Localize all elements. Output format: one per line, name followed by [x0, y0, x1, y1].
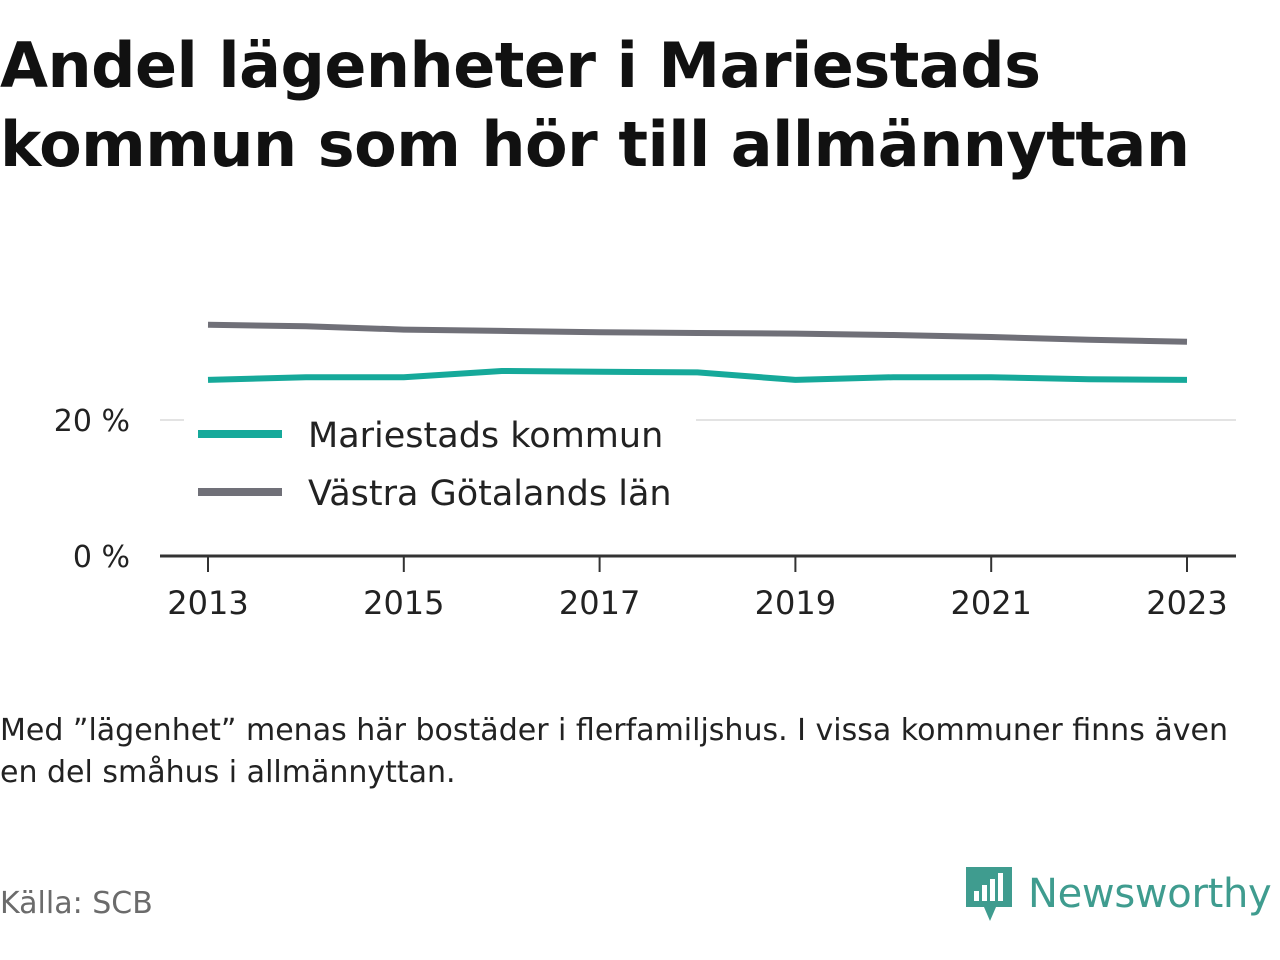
- legend: Mariestads kommun Västra Götalands län: [184, 406, 696, 524]
- y-tick-label: 0 %: [73, 540, 130, 575]
- newsworthy-logo-icon: [966, 867, 1012, 921]
- x-tick-label: 2023: [1146, 584, 1227, 622]
- x-tick-label: 2019: [755, 584, 836, 622]
- legend-background: [184, 406, 696, 524]
- series-line-2: [207, 321, 1188, 345]
- x-tick-label: 2015: [363, 584, 444, 622]
- x-axis: 2013 2015 2017 2019 2021 2023: [160, 554, 1236, 622]
- x-tick-label: 2013: [167, 584, 248, 622]
- series-line-1: [207, 368, 1188, 383]
- source-label: Källa: SCB: [0, 886, 153, 921]
- y-axis-labels: 0 % 20 %: [54, 404, 130, 575]
- chart-note: Med ”lägenhet” menas här bostäder i fler…: [0, 713, 1228, 790]
- series-lines: [207, 321, 1188, 383]
- legend-label: Mariestads kommun: [308, 416, 663, 456]
- y-tick-label: 20 %: [54, 404, 130, 439]
- legend-label: Västra Götalands län: [308, 474, 672, 514]
- brand-logo: Newsworthy: [964, 862, 1272, 926]
- brand-name: Newsworthy: [1028, 871, 1272, 917]
- chart-title: Andel lägenheter i Mariestads kommun som…: [0, 29, 1190, 181]
- x-tick-label: 2017: [559, 584, 640, 622]
- x-tick-label: 2021: [950, 584, 1031, 622]
